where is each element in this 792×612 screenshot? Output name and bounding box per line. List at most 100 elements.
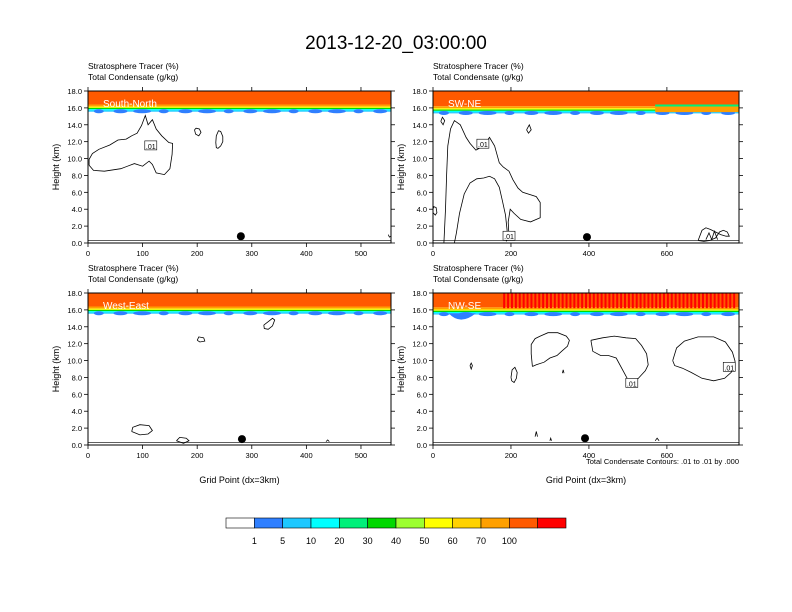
tracer-dip: [635, 110, 646, 115]
tracer-band-4: [433, 312, 739, 314]
tracer-dip: [589, 312, 604, 317]
panel-label: West-East: [103, 301, 149, 312]
panel-title-tracer: Stratosphere Tracer (%): [433, 263, 524, 273]
x-tick-label: 200: [505, 451, 518, 460]
tracer-band-4: [433, 110, 739, 113]
colorbar-label: 30: [363, 536, 373, 546]
tracer-band-2: [433, 309, 739, 311]
tracer-dip: [570, 110, 581, 115]
figure-title: 2013-12-20_03:00:00: [305, 33, 487, 54]
y-axis-label: Height (km): [51, 144, 61, 191]
tracer-dip: [198, 311, 217, 316]
y-tick-label: 18.0: [412, 289, 427, 298]
tracer-band-4: [88, 109, 391, 111]
y-tick-label: 16.0: [67, 306, 82, 315]
tracer-streak: [581, 293, 584, 309]
x-axis-label: Grid Point (dx=3km): [546, 475, 626, 485]
tracer-streak: [655, 293, 658, 309]
x-tick-label: 200: [505, 249, 518, 258]
y-tick-label: 0.0: [417, 239, 427, 248]
tracer-dip: [589, 110, 604, 115]
tracer-band-0: [433, 91, 739, 107]
panels: Stratosphere Tracer (%)Total Condensate …: [51, 61, 743, 485]
tracer-streak: [698, 293, 701, 309]
tracer-streak: [705, 293, 708, 309]
condensate-contour: [590, 335, 649, 384]
y-tick-label: 18.0: [67, 87, 82, 96]
tracer-dip: [353, 109, 364, 114]
x-tick-label: 500: [355, 249, 368, 258]
colorbar-swatch: [310, 517, 340, 529]
tracer-rise-edge: [655, 104, 739, 107]
colorbar-swatch: [452, 517, 482, 529]
panel-nw-se: Stratosphere Tracer (%)Total Condensate …: [396, 263, 743, 485]
x-tick-label: 0: [431, 249, 435, 258]
panel-south-north: Stratosphere Tracer (%)Total Condensate …: [51, 61, 395, 258]
tracer-dip: [675, 312, 694, 317]
tracer-band-2: [433, 108, 739, 110]
tracer-streak: [585, 293, 588, 309]
tracer-dip: [327, 109, 346, 114]
x-tick-label: 0: [86, 249, 90, 258]
colorbar-label: 70: [476, 536, 486, 546]
tracer-streak: [725, 293, 728, 309]
y-tick-label: 14.0: [412, 121, 427, 130]
panel-title-condensate: Total Condensate (g/kg): [433, 274, 523, 284]
y-tick-label: 18.0: [67, 289, 82, 298]
x-tick-label: 100: [136, 451, 149, 460]
y-tick-label: 2.0: [72, 424, 82, 433]
colorbar-label: 1: [252, 536, 257, 546]
tracer-streak: [600, 293, 603, 309]
tracer-streak: [518, 293, 521, 309]
panel-sw-ne: Stratosphere Tracer (%)Total Condensate …: [396, 61, 743, 258]
tracer-streak: [713, 293, 716, 309]
y-tick-label: 2.0: [417, 222, 427, 231]
colorbar-swatch: [480, 517, 510, 529]
tracer-streak: [620, 293, 623, 309]
tracer-streak: [643, 293, 646, 309]
tracer-streak: [674, 293, 677, 309]
location-marker: [237, 435, 246, 444]
tracer-dip: [701, 312, 712, 317]
tracer-streak: [659, 293, 662, 309]
tracer-streak: [631, 293, 634, 309]
colorbar-swatch: [537, 517, 567, 529]
tracer-dip: [93, 311, 104, 316]
condensate-contour: [549, 436, 552, 441]
contour-label-box: [625, 378, 639, 388]
colorbar-swatch: [395, 517, 425, 529]
y-tick-label: 16.0: [412, 104, 427, 113]
tracer-dip: [504, 110, 515, 115]
x-tick-label: 600: [661, 249, 674, 258]
tracer-streak: [588, 293, 591, 309]
tracer-band-3: [433, 310, 739, 312]
y-tick-label: 8.0: [417, 171, 427, 180]
panel-label: SW-NE: [448, 99, 481, 110]
tracer-streak: [569, 293, 572, 309]
tracer-streak: [729, 293, 732, 309]
tracer-streak: [662, 293, 665, 309]
tracer-streak: [526, 293, 529, 309]
colorbar: 1 5 10 20 30 40 50 60 70 100: [225, 517, 567, 546]
condensate-contour: [440, 116, 446, 126]
plot-area: [433, 91, 739, 243]
contour-label: .01: [627, 381, 637, 388]
tracer-band-0: [88, 91, 391, 105]
y-axis-label: Height (km): [396, 346, 406, 393]
condensate-contour: [263, 317, 276, 330]
tracer-dip: [721, 312, 736, 317]
tracer-streak: [647, 293, 650, 309]
condensate-contour: [387, 234, 391, 238]
plot-area: [433, 293, 739, 445]
tracer-dip: [262, 311, 281, 316]
y-axis-label: Height (km): [396, 144, 406, 191]
y-tick-label: 12.0: [67, 340, 82, 349]
tracer-band-5: [88, 312, 391, 314]
colorbar-swatch: [282, 517, 312, 529]
tracer-band-3: [88, 107, 391, 110]
tracer-dip: [504, 312, 515, 317]
tracer-dip: [113, 311, 128, 316]
panel-west-east: Stratosphere Tracer (%)Total Condensate …: [51, 263, 395, 485]
tracer-streak: [651, 293, 654, 309]
